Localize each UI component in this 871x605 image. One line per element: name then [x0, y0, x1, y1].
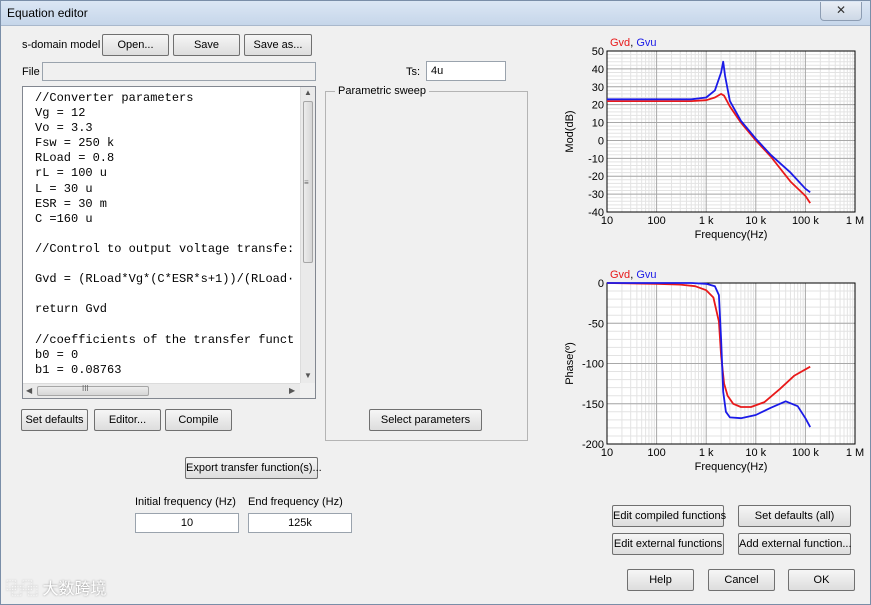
ts-input[interactable]: 4u [426, 61, 506, 81]
magnitude-plot-border [606, 50, 856, 213]
compile-button[interactable]: Compile [165, 409, 232, 431]
set-defaults-button[interactable]: Set defaults [21, 409, 88, 431]
phase-legend-gvd: Gvd [610, 269, 630, 281]
parametric-sweep-label: Parametric sweep [335, 85, 430, 97]
scroll-grip-icon: ≡ [304, 178, 309, 187]
help-button[interactable]: Help [627, 569, 694, 591]
phase-y-tick-label: -200 [582, 439, 604, 451]
magnitude-y-tick-label: 40 [592, 64, 604, 76]
magnitude-y-tick-label: 10 [592, 118, 604, 130]
magnitude-series-gvd [607, 93, 811, 204]
close-button[interactable]: ✕ [820, 2, 862, 21]
magnitude-y-tick-label: -40 [588, 207, 604, 219]
magnitude-x-tick-label: 1 M [846, 215, 864, 227]
scroll-left-arrow-icon[interactable]: ◀ [26, 386, 33, 395]
phase-x-tick-label: 100 k [792, 447, 819, 459]
scroll-thumb-grip: III [82, 384, 89, 393]
end-frequency-label: End frequency (Hz) [248, 496, 343, 508]
magnitude-legend-gvd: Gvd [610, 37, 630, 49]
phase-y-tick-label: -50 [588, 318, 604, 330]
phase-chart: 10 100 1 k 10 k 100 k 1 M 0 -50 -100 -150 -200 Freq… [564, 269, 864, 473]
editor-button[interactable]: Editor... [94, 409, 161, 431]
export-transfer-function-button[interactable]: Export transfer function(s)... [185, 457, 322, 479]
watermark-logo: ⿻⿻ 大数跨境 [6, 581, 107, 598]
set-defaults-all-button[interactable]: Set defaults (all) [738, 505, 851, 527]
magnitude-y-tick-label: -10 [588, 153, 604, 165]
file-label: File [22, 66, 40, 78]
edit-external-functions-button[interactable]: Edit external functions [612, 533, 724, 555]
ok-button[interactable]: OK [788, 569, 855, 591]
phase-legend-gvu: Gvu [636, 269, 656, 281]
title-bar: Equation editor ✕ [1, 1, 870, 26]
open-button[interactable]: Open... [102, 34, 169, 56]
phase-y-tick-label: -150 [582, 399, 604, 411]
scroll-down-arrow-icon[interactable]: ▼ [304, 371, 312, 380]
magnitude-y-axis-label: Mod(dB) [564, 110, 576, 152]
phase-x-tick-label: 10 [601, 447, 613, 459]
cancel-button[interactable]: Cancel [708, 569, 775, 591]
save-as-button[interactable]: Save as... [244, 34, 312, 56]
initial-frequency-input[interactable]: 10 [135, 513, 239, 533]
phase-x-tick-label: 1 M [846, 447, 864, 459]
s-domain-model-label: s-domain model [22, 39, 101, 51]
add-external-function-button[interactable]: Add external function... [738, 533, 852, 555]
end-frequency-input[interactable]: 125k [248, 513, 352, 533]
phase-y-tick-label: -100 [582, 359, 604, 371]
magnitude-x-tick-label: 10 [601, 215, 613, 227]
magnitude-y-tick-label: -30 [588, 189, 604, 201]
phase-series-gvd [606, 282, 811, 408]
magnitude-y-tick-label: 0 [598, 135, 604, 147]
magnitude-y-tick-label: 30 [592, 82, 604, 94]
edit-compiled-functions-button[interactable]: Edit compiled functions [612, 505, 726, 527]
code-text[interactable]: //Converter parameters Vg = 12 Vo = 3.3 … [35, 91, 295, 377]
save-button[interactable]: Save [173, 34, 240, 56]
magnitude-x-tick-label: 10 k [745, 215, 766, 227]
magnitude-legend-gvu: Gvu [636, 37, 656, 49]
phase-x-tick-label: 100 [647, 447, 665, 459]
ts-label: Ts: [406, 66, 421, 78]
magnitude-x-tick-label: 1 k [699, 215, 714, 227]
magnitude-x-tick-label: 100 [647, 215, 665, 227]
phase-series-gvu [607, 282, 811, 428]
phase-y-tick-label: 0 [598, 278, 604, 290]
phase-legend: Gvd, Gvu [610, 269, 657, 281]
magnitude-y-tick-label: 50 [592, 46, 604, 58]
phase-x-axis-label: Frequency(Hz) [695, 461, 768, 473]
initial-frequency-label: Initial frequency (Hz) [135, 496, 236, 508]
vertical-scrollbar[interactable]: ▲ ≡ ▼ [300, 87, 315, 383]
window-title: Equation editor [7, 6, 88, 20]
file-path-field[interactable] [42, 62, 316, 81]
magnitude-series-gvu [607, 60, 811, 194]
vertical-scroll-thumb[interactable]: ≡ [303, 101, 313, 263]
magnitude-x-tick-label: 100 k [792, 215, 819, 227]
magnitude-y-tick-label: -20 [588, 171, 604, 183]
scroll-corner [300, 383, 315, 398]
magnitude-x-axis-label: Frequency(Hz) [695, 229, 768, 241]
horizontal-scrollbar[interactable]: ◀ III ▶ [23, 383, 301, 398]
phase-plot-border [606, 282, 856, 445]
horizontal-scroll-thumb[interactable]: III [37, 384, 149, 396]
parametric-sweep-group [325, 91, 528, 441]
magnitude-legend: Gvd, Gvu [610, 37, 657, 49]
select-parameters-button[interactable]: Select parameters [369, 409, 482, 431]
magnitude-y-tick-label: 20 [592, 100, 604, 112]
phase-x-tick-label: 10 k [745, 447, 766, 459]
scroll-up-arrow-icon[interactable]: ▲ [304, 88, 312, 97]
magnitude-plot-area [607, 51, 855, 212]
phase-y-axis-label: Phase(º) [564, 342, 576, 385]
scroll-right-arrow-icon[interactable]: ▶ [289, 386, 296, 395]
phase-x-tick-label: 1 k [699, 447, 714, 459]
code-editor[interactable]: //Converter parameters Vg = 12 Vo = 3.3 … [22, 86, 316, 399]
